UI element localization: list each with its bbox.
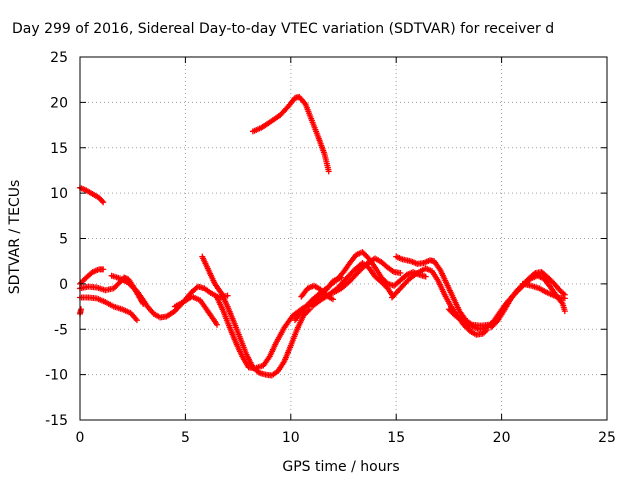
y-tick-label: 15 <box>50 141 68 157</box>
series-track-15 <box>393 253 501 329</box>
series-track-18 <box>488 269 568 331</box>
series-track-3 <box>77 306 85 317</box>
data-points <box>77 93 568 379</box>
x-tick-label: 25 <box>598 430 616 446</box>
x-tick-label: 10 <box>282 430 300 446</box>
x-tick-label: 0 <box>76 430 85 446</box>
y-axis-label: SDTVAR / TECUs <box>7 180 23 295</box>
data-point <box>78 306 85 313</box>
y-tick-label: -10 <box>45 368 68 384</box>
series-track-14 <box>329 255 404 296</box>
y-tick-label: 0 <box>59 277 68 293</box>
series-track-16 <box>388 265 490 338</box>
data-point <box>422 273 429 280</box>
data-point <box>561 308 568 315</box>
x-tick-label: 15 <box>387 430 405 446</box>
plot-frame <box>79 56 608 421</box>
grid-lines <box>80 57 607 420</box>
data-point <box>561 295 568 302</box>
series-track-8 <box>171 293 221 328</box>
x-axis-label: GPS time / hours <box>282 459 399 475</box>
y-tick-label: -15 <box>45 413 68 429</box>
x-tick-label: 5 <box>181 430 190 446</box>
y-tick-label: 25 <box>50 50 68 66</box>
y-tick-label: 5 <box>59 232 68 248</box>
data-point <box>397 269 404 276</box>
series-track-13 <box>308 260 395 310</box>
series-track-19 <box>519 280 568 302</box>
data-point <box>100 266 107 273</box>
data-point <box>329 296 336 303</box>
chart-title: Day 299 of 2016, Sidereal Day-to-day VTE… <box>12 21 554 37</box>
series-track-4 <box>77 294 140 324</box>
y-tick-label: 10 <box>50 186 68 202</box>
series-track-1 <box>77 184 107 206</box>
axis-ticks: 0 5 10 15 20 25 -15 -10 -5 0 5 10 15 20 25 <box>45 50 616 446</box>
data-point <box>214 321 221 328</box>
data-point <box>325 168 332 175</box>
x-tick-label: 20 <box>493 430 511 446</box>
data-point <box>99 198 106 205</box>
series-track-9 <box>199 253 313 379</box>
data-point <box>133 317 140 324</box>
y-tick-label: -5 <box>54 322 68 338</box>
y-tick-label: 20 <box>50 95 68 111</box>
data-point <box>224 292 231 299</box>
data-point <box>305 307 312 314</box>
plot-border <box>79 56 608 421</box>
data-point <box>531 271 538 278</box>
series-track-2 <box>249 93 332 175</box>
series-track-11 <box>298 282 336 303</box>
data-point <box>100 199 107 206</box>
